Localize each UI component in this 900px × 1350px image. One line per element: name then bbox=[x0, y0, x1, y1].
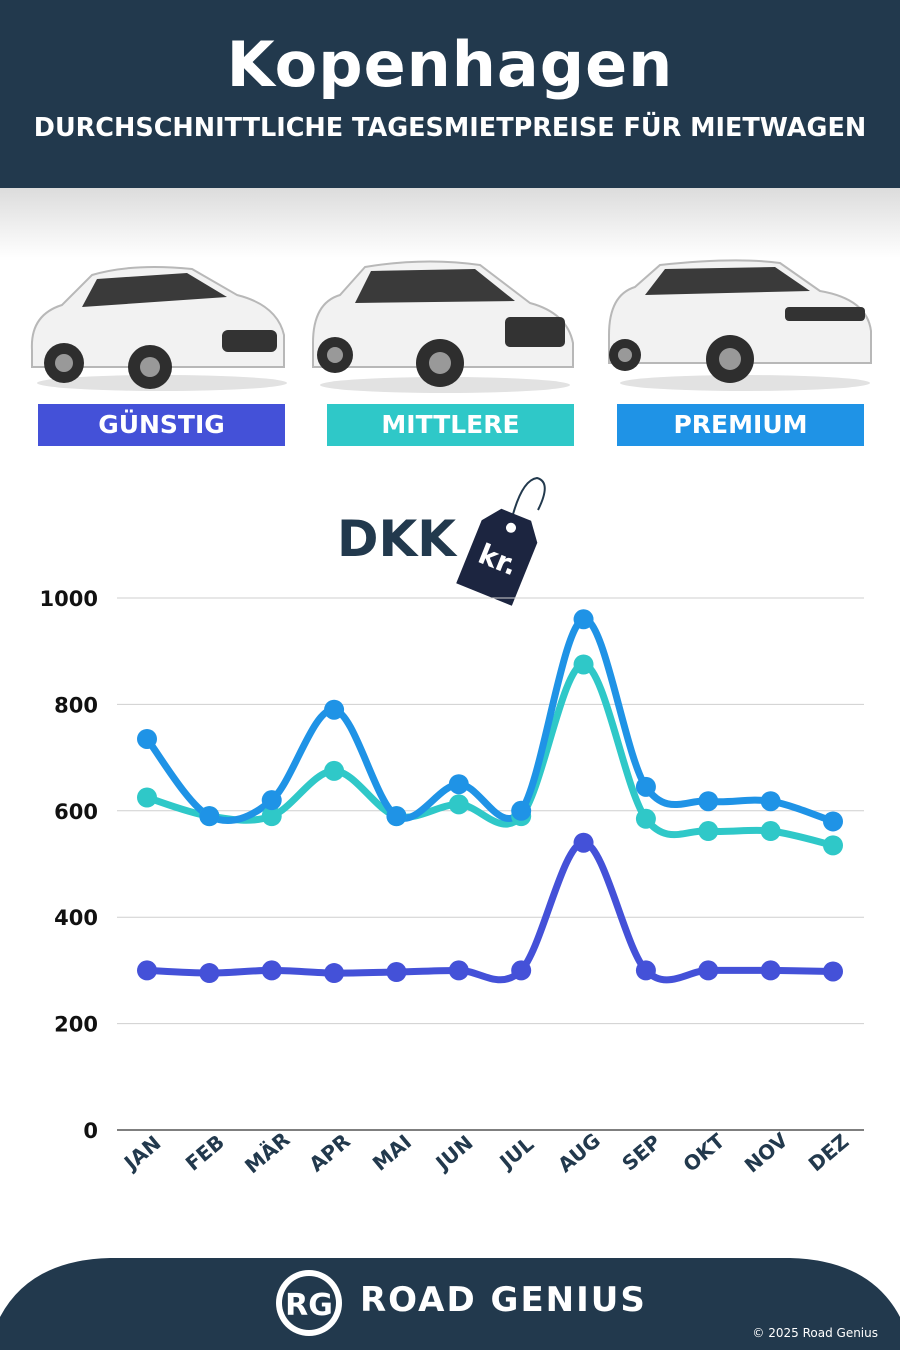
y-axis-ticks: 0 200 400 600 800 1000 bbox=[40, 587, 98, 1143]
series-line-0 bbox=[143, 839, 837, 984]
data-point bbox=[760, 821, 781, 842]
data-point bbox=[823, 961, 843, 982]
x-tick-label: MAI bbox=[368, 1130, 416, 1176]
data-point bbox=[573, 654, 594, 675]
data-point bbox=[448, 794, 469, 815]
data-point bbox=[324, 760, 345, 781]
header-shadow bbox=[0, 188, 900, 258]
page-title: Kopenhagen bbox=[226, 28, 674, 101]
x-tick-label: MÄR bbox=[240, 1127, 294, 1178]
data-point bbox=[137, 787, 157, 808]
y-tick-label: 600 bbox=[54, 800, 98, 824]
line-chart: 0 200 400 600 800 1000 JAN FEB MÄR APR MAI JUN JUL A… bbox=[40, 587, 864, 1178]
data-point bbox=[635, 808, 656, 829]
series-line-2 bbox=[143, 615, 837, 825]
data-point bbox=[823, 811, 843, 832]
x-axis-ticks: JAN FEB MÄR APR MAI JUN JUL AUG SEP OKT NOV DEZ bbox=[118, 1127, 853, 1178]
data-point bbox=[199, 806, 220, 827]
badge-guenstig: GÜNSTIG bbox=[38, 404, 285, 446]
x-tick-label: SEP bbox=[617, 1130, 665, 1176]
data-point bbox=[823, 835, 843, 856]
data-point bbox=[324, 963, 345, 984]
currency-label: DKK bbox=[337, 510, 456, 568]
data-point bbox=[199, 963, 220, 984]
y-tick-label: 1000 bbox=[40, 587, 98, 611]
y-tick-label: 400 bbox=[54, 906, 98, 930]
data-point bbox=[760, 960, 781, 981]
data-point bbox=[261, 790, 282, 811]
suv-car-icon bbox=[312, 260, 574, 393]
data-point bbox=[448, 774, 469, 795]
x-tick-label: NOV bbox=[740, 1127, 793, 1177]
brand-name: ROAD GENIUS bbox=[360, 1280, 647, 1320]
data-point bbox=[635, 776, 656, 797]
data-point bbox=[698, 791, 719, 812]
y-tick-label: 200 bbox=[54, 1013, 98, 1037]
data-point bbox=[261, 806, 282, 827]
page-subtitle: DURCHSCHNITTLICHE TAGESMIETPREISE FÜR MI… bbox=[33, 113, 867, 143]
data-point bbox=[698, 821, 719, 842]
data-point bbox=[324, 699, 345, 720]
footer-banner: RG bbox=[0, 1258, 900, 1350]
x-tick-label: OKT bbox=[678, 1128, 729, 1176]
data-point bbox=[573, 609, 594, 630]
copyright: © 2025 Road Genius bbox=[752, 1326, 878, 1340]
premium-suv-car-icon bbox=[608, 259, 872, 391]
data-point bbox=[760, 791, 781, 812]
x-tick-label: JAN bbox=[118, 1131, 165, 1176]
data-point bbox=[137, 728, 157, 749]
data-point bbox=[137, 960, 157, 981]
chart-grid bbox=[117, 597, 864, 1131]
x-tick-label: JUN bbox=[430, 1130, 478, 1176]
logo-text: RG bbox=[285, 1288, 333, 1323]
x-tick-label: DEZ bbox=[804, 1129, 854, 1176]
x-tick-label: JUL bbox=[493, 1132, 538, 1175]
data-point bbox=[386, 806, 407, 827]
x-tick-label: APR bbox=[304, 1129, 354, 1177]
badge-mittlere: MITTLERE bbox=[327, 404, 574, 446]
price-tag-icon: kr. bbox=[456, 476, 546, 606]
data-point bbox=[635, 960, 656, 981]
y-tick-label: 800 bbox=[54, 693, 98, 717]
data-point bbox=[698, 960, 719, 981]
header-banner: Kopenhagen DURCHSCHNITTLICHE TAGESMIETPR… bbox=[0, 0, 900, 188]
data-point bbox=[448, 960, 469, 981]
badge-premium: PREMIUM bbox=[617, 404, 864, 446]
x-tick-label: FEB bbox=[181, 1130, 229, 1176]
data-point bbox=[511, 960, 532, 981]
hatchback-car-icon bbox=[30, 266, 287, 391]
data-point bbox=[573, 832, 594, 853]
data-point bbox=[386, 961, 407, 982]
data-point bbox=[511, 800, 532, 821]
chart-series bbox=[137, 609, 843, 984]
data-point bbox=[261, 960, 282, 981]
x-tick-label: AUG bbox=[553, 1128, 605, 1177]
y-tick-label: 0 bbox=[83, 1119, 98, 1143]
